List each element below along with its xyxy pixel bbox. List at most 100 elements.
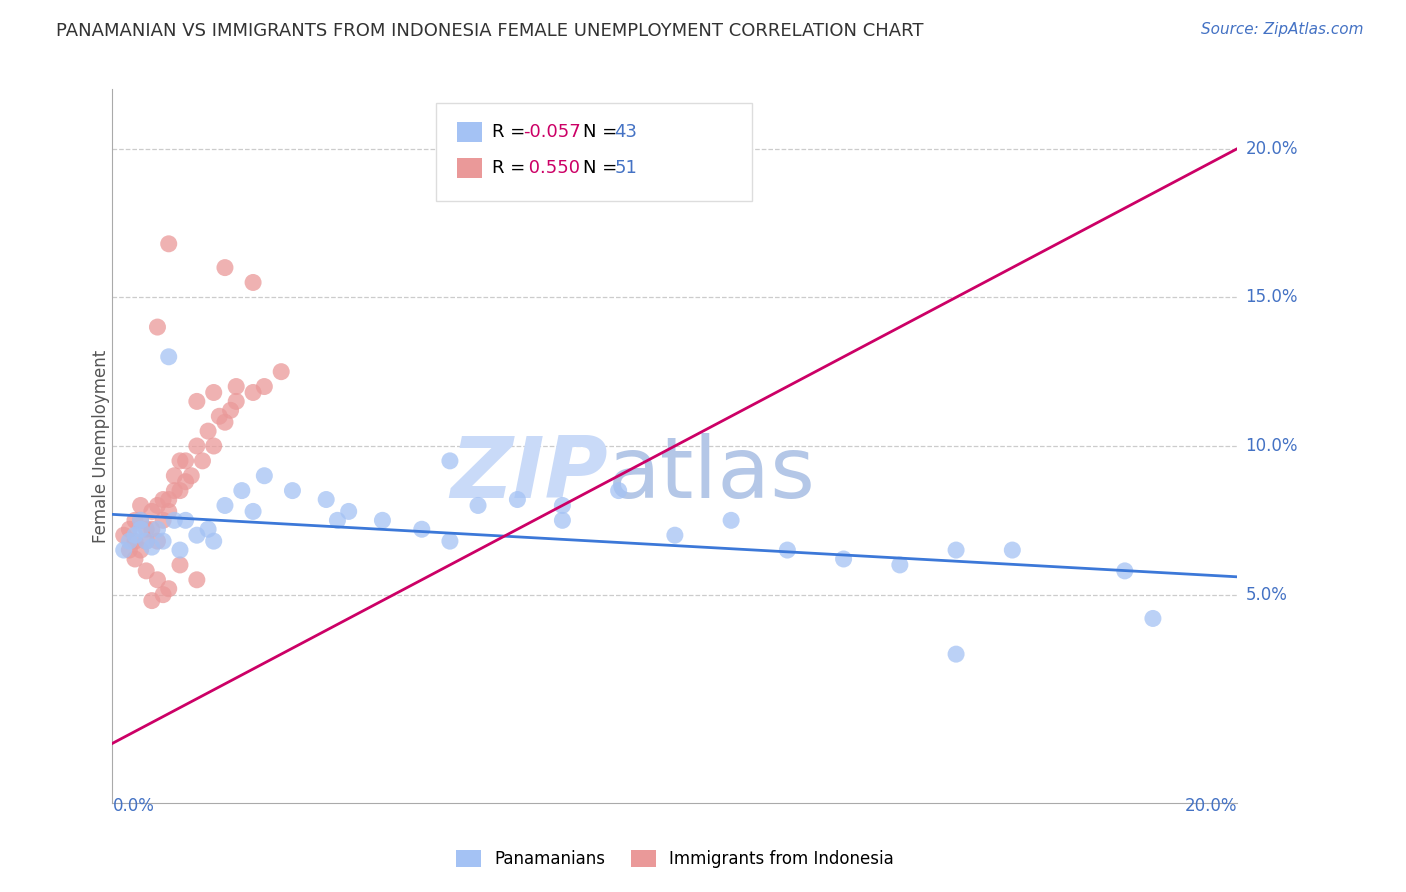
- Point: [112, 543, 135, 558]
- Point: [174, 454, 197, 468]
- Text: N =: N =: [583, 123, 623, 141]
- Point: [163, 483, 186, 498]
- Point: [135, 534, 157, 549]
- Point: [315, 492, 337, 507]
- Point: [219, 403, 242, 417]
- Point: [146, 522, 169, 536]
- Point: [180, 468, 202, 483]
- Point: [1114, 564, 1136, 578]
- Point: [208, 409, 231, 424]
- Point: [832, 552, 855, 566]
- Point: [146, 573, 169, 587]
- Text: PANAMANIAN VS IMMIGRANTS FROM INDONESIA FEMALE UNEMPLOYMENT CORRELATION CHART: PANAMANIAN VS IMMIGRANTS FROM INDONESIA …: [56, 22, 924, 40]
- Y-axis label: Female Unemployment: Female Unemployment: [93, 350, 110, 542]
- Point: [281, 483, 304, 498]
- Point: [197, 522, 219, 536]
- Text: 10.0%: 10.0%: [1246, 437, 1298, 455]
- Point: [191, 454, 214, 468]
- Text: ZIP: ZIP: [450, 433, 607, 516]
- Point: [146, 320, 169, 334]
- Point: [253, 468, 276, 483]
- Point: [242, 385, 264, 400]
- Point: [169, 543, 191, 558]
- Point: [607, 483, 630, 498]
- Point: [124, 534, 146, 549]
- Point: [152, 588, 174, 602]
- Point: [157, 350, 180, 364]
- Point: [467, 499, 489, 513]
- Point: [129, 499, 152, 513]
- Point: [186, 394, 208, 409]
- Point: [118, 543, 141, 558]
- Point: [197, 424, 219, 438]
- Text: atlas: atlas: [607, 433, 815, 516]
- Text: R =: R =: [492, 159, 531, 177]
- Point: [157, 492, 180, 507]
- Point: [242, 276, 264, 290]
- Point: [169, 454, 191, 468]
- Point: [945, 543, 967, 558]
- Point: [225, 379, 247, 393]
- Point: [169, 558, 191, 572]
- Point: [112, 528, 135, 542]
- Point: [129, 522, 152, 536]
- Text: Source: ZipAtlas.com: Source: ZipAtlas.com: [1201, 22, 1364, 37]
- Text: N =: N =: [583, 159, 623, 177]
- Point: [129, 513, 152, 527]
- Point: [214, 415, 236, 429]
- Point: [270, 365, 292, 379]
- Point: [174, 513, 197, 527]
- Text: 51: 51: [614, 159, 637, 177]
- Point: [231, 483, 253, 498]
- Text: 20.0%: 20.0%: [1185, 797, 1237, 815]
- Point: [776, 543, 799, 558]
- Point: [152, 534, 174, 549]
- Point: [326, 513, 349, 527]
- Point: [186, 439, 208, 453]
- Text: R =: R =: [492, 123, 531, 141]
- Point: [157, 582, 180, 596]
- Point: [664, 528, 686, 542]
- Point: [141, 593, 163, 607]
- Text: 0.550: 0.550: [523, 159, 581, 177]
- Text: 5.0%: 5.0%: [1246, 586, 1288, 604]
- Text: -0.057: -0.057: [523, 123, 581, 141]
- Text: 43: 43: [614, 123, 637, 141]
- Point: [242, 504, 264, 518]
- Point: [141, 504, 163, 518]
- Point: [225, 394, 247, 409]
- Point: [129, 513, 152, 527]
- Point: [157, 236, 180, 251]
- Point: [152, 492, 174, 507]
- Point: [371, 513, 394, 527]
- Point: [411, 522, 433, 536]
- Point: [889, 558, 911, 572]
- Point: [720, 513, 742, 527]
- Point: [135, 534, 157, 549]
- Point: [146, 499, 169, 513]
- Point: [945, 647, 967, 661]
- Point: [214, 260, 236, 275]
- Point: [337, 504, 360, 518]
- Point: [135, 522, 157, 536]
- Point: [124, 528, 146, 542]
- Point: [124, 552, 146, 566]
- Point: [169, 483, 191, 498]
- Point: [157, 504, 180, 518]
- Point: [163, 513, 186, 527]
- Point: [186, 573, 208, 587]
- Point: [118, 522, 141, 536]
- Point: [186, 528, 208, 542]
- Point: [124, 513, 146, 527]
- Text: 20.0%: 20.0%: [1246, 140, 1298, 158]
- Point: [202, 534, 225, 549]
- Point: [506, 492, 529, 507]
- Point: [129, 543, 152, 558]
- Point: [551, 499, 574, 513]
- Point: [174, 475, 197, 489]
- Point: [253, 379, 276, 393]
- Point: [1142, 611, 1164, 625]
- Point: [551, 513, 574, 527]
- Point: [118, 534, 141, 549]
- Point: [146, 534, 169, 549]
